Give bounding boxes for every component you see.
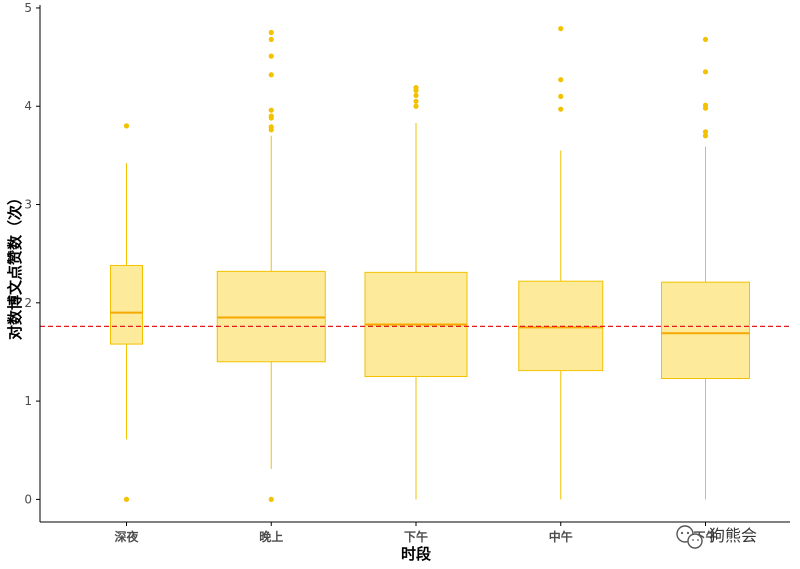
outlier-point — [413, 92, 419, 99]
outlier-point — [268, 29, 274, 36]
outlier-point — [268, 53, 274, 59]
outlier-point — [702, 133, 709, 139]
x-tick-label: 晚上 — [259, 529, 283, 544]
outlier-point — [413, 103, 419, 109]
x-axis-title: 时段 — [401, 545, 431, 563]
plot-area — [40, 25, 790, 502]
outlier-point — [268, 36, 274, 43]
outlier-point — [558, 93, 564, 100]
watermark: 狗熊会 — [676, 525, 757, 549]
y-tick-label: 2 — [24, 296, 32, 310]
outlier-point — [702, 36, 709, 43]
outlier-point — [702, 129, 709, 135]
y-tick-label: 4 — [24, 99, 32, 113]
outlier-point — [268, 115, 274, 121]
x-tick-label: 中午 — [549, 529, 573, 544]
outlier-point — [268, 496, 274, 502]
y-axis-title: 对数博文点赞数（次） — [6, 190, 24, 340]
x-tick-label: 下午 — [404, 529, 428, 544]
outlier-point — [268, 107, 274, 113]
wechat-icon — [676, 525, 703, 549]
box-iqr — [661, 281, 750, 379]
outlier-point — [702, 105, 709, 111]
y-tick-label: 0 — [24, 492, 32, 506]
outlier-point — [702, 69, 709, 75]
outlier-point — [123, 496, 130, 502]
outlier-point — [558, 106, 564, 112]
box-iqr — [110, 264, 143, 345]
outlier-point — [268, 72, 274, 78]
outlier-point — [558, 25, 564, 32]
watermark-text: 狗熊会 — [709, 526, 757, 545]
y-tick-label: 1 — [24, 394, 32, 408]
outlier-point — [123, 123, 130, 129]
x-tick-label: 深夜 — [114, 529, 139, 544]
y-tick-label: 3 — [24, 198, 32, 212]
outlier-point — [268, 127, 274, 133]
outlier-point — [413, 98, 419, 104]
outlier-point — [413, 87, 419, 94]
y-tick-label: 5 — [24, 1, 32, 15]
outlier-point — [558, 77, 564, 83]
